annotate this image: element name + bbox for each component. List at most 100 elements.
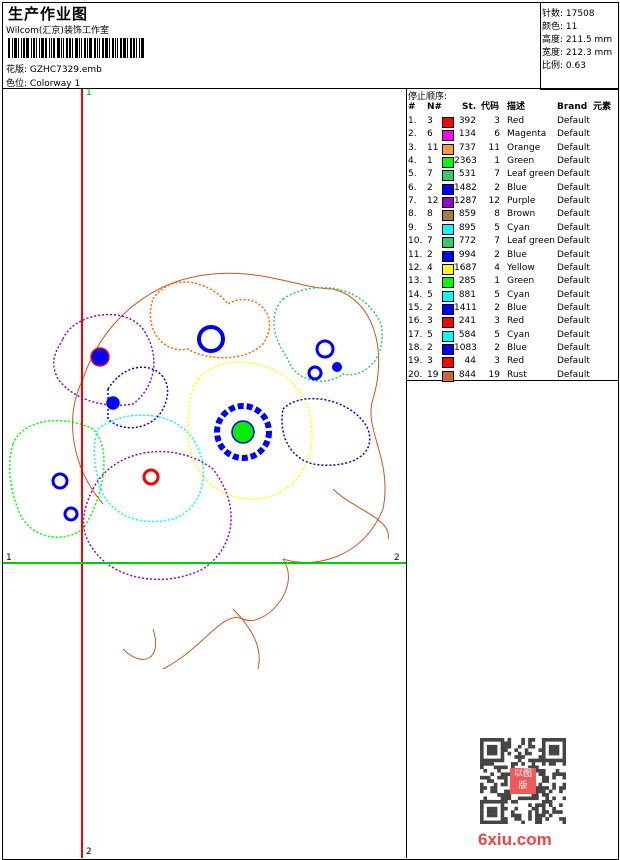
row-description: Magenta bbox=[507, 129, 547, 140]
qr-module bbox=[555, 768, 560, 773]
qr-module bbox=[548, 748, 553, 752]
design-height: 高度: 211.5 mm bbox=[542, 35, 613, 45]
table-row: 2. 6 134 6 Magenta Default bbox=[408, 128, 618, 142]
row-stitches: 895 bbox=[458, 222, 476, 233]
color-swatch bbox=[442, 317, 454, 329]
row-description: Blue bbox=[507, 182, 527, 193]
row-description: Blue bbox=[507, 302, 527, 313]
qr-module bbox=[562, 748, 566, 752]
row-stitches: 994 bbox=[458, 249, 476, 260]
barcode-bar bbox=[97, 38, 98, 58]
qr-module bbox=[548, 803, 553, 807]
qr-module bbox=[562, 775, 566, 780]
qr-module bbox=[517, 813, 522, 818]
qr-module bbox=[562, 796, 566, 801]
row-index: 18. bbox=[408, 342, 423, 353]
barcode-bar bbox=[31, 38, 32, 58]
table-row: 15. 2 1411 2 Blue Default bbox=[408, 302, 618, 315]
qr-module bbox=[517, 751, 522, 756]
row-index: 2. bbox=[408, 129, 417, 140]
qr-module bbox=[552, 782, 556, 787]
row-description: Green bbox=[507, 276, 535, 287]
qr-module bbox=[521, 738, 525, 742]
barcode-bar bbox=[81, 38, 82, 58]
qr-module bbox=[559, 789, 563, 794]
horizontal-center-axis bbox=[3, 562, 406, 564]
barcode-bar bbox=[33, 38, 35, 58]
qr-module bbox=[480, 755, 484, 759]
qr-module bbox=[500, 803, 505, 807]
barcode-bar bbox=[53, 38, 55, 58]
barcode-bar bbox=[63, 38, 64, 58]
qr-module bbox=[541, 738, 546, 742]
color-swatch bbox=[442, 343, 454, 355]
qr-module bbox=[559, 817, 563, 821]
color-swatch bbox=[442, 223, 454, 235]
table-row: 20. 19 844 19 Rust Default bbox=[408, 369, 618, 382]
barcode-bar bbox=[45, 38, 47, 58]
qr-module bbox=[521, 762, 525, 766]
qr-module bbox=[490, 820, 494, 824]
qr-module bbox=[531, 765, 536, 770]
row-stitches: 392 bbox=[458, 116, 476, 126]
qr-module bbox=[528, 803, 532, 807]
qr-module bbox=[497, 738, 501, 742]
row-index: 11. bbox=[408, 249, 423, 260]
qr-module bbox=[483, 796, 488, 801]
qr-module bbox=[521, 820, 525, 824]
colorway-label: 色位: bbox=[6, 79, 28, 89]
qr-module bbox=[538, 786, 543, 790]
row-brand: Default bbox=[557, 276, 590, 287]
color-swatch bbox=[442, 197, 454, 209]
qr-module bbox=[504, 793, 508, 797]
barcode-bar bbox=[69, 38, 71, 58]
table-row: 5. 7 531 7 Leaf green Default bbox=[408, 168, 618, 182]
qr-module bbox=[480, 806, 484, 811]
table-row: 13. 1 285 1 Green Default bbox=[408, 275, 618, 289]
qr-module bbox=[507, 751, 512, 756]
design-value: GZHC7329.emb bbox=[29, 65, 102, 75]
qr-module bbox=[541, 741, 546, 746]
qr-module bbox=[541, 775, 546, 780]
design-file: 花版: GZHC7329.emb bbox=[6, 62, 102, 75]
info-box bbox=[540, 2, 619, 90]
qr-module bbox=[504, 741, 508, 746]
qr-module bbox=[555, 810, 560, 814]
embroidery-design-canvas bbox=[8, 272, 389, 670]
qr-module bbox=[504, 796, 508, 801]
table-row: 16. 3 241 3 Red Default bbox=[408, 315, 618, 329]
qr-module bbox=[500, 755, 505, 759]
qr-module bbox=[490, 751, 494, 756]
qr-module bbox=[493, 799, 498, 804]
row-stitches: 44 bbox=[464, 356, 476, 367]
barcode-bar bbox=[127, 38, 128, 58]
qr-module bbox=[490, 762, 494, 766]
qr-module bbox=[528, 813, 532, 818]
table-row: 19. 3 44 3 Red Default bbox=[408, 355, 618, 369]
row-brand: Default bbox=[557, 316, 590, 327]
row-code: 6 bbox=[494, 129, 500, 140]
qr-module bbox=[483, 775, 488, 780]
qr-module bbox=[545, 817, 549, 821]
qr-module bbox=[514, 813, 519, 818]
qr-module bbox=[507, 744, 512, 749]
row-brand: Default bbox=[557, 129, 590, 140]
qr-module bbox=[535, 796, 539, 801]
row-needle: 2 bbox=[427, 302, 433, 313]
row-needle: 2 bbox=[427, 182, 433, 193]
row-brand: Default bbox=[557, 209, 590, 220]
colorway-value: Colorway 1 bbox=[29, 79, 81, 89]
qr-module bbox=[562, 782, 566, 787]
qr-module bbox=[548, 813, 553, 818]
barcode-bar bbox=[105, 38, 108, 58]
row-index: 1. bbox=[408, 116, 417, 126]
qr-module bbox=[504, 779, 508, 783]
barcode-bar bbox=[141, 38, 144, 58]
qr-module bbox=[500, 772, 505, 777]
qr-module bbox=[541, 772, 546, 777]
row-brand: Default bbox=[557, 169, 590, 180]
qr-module bbox=[559, 810, 563, 814]
qr-module bbox=[528, 765, 532, 770]
barcode-bar bbox=[75, 38, 78, 58]
